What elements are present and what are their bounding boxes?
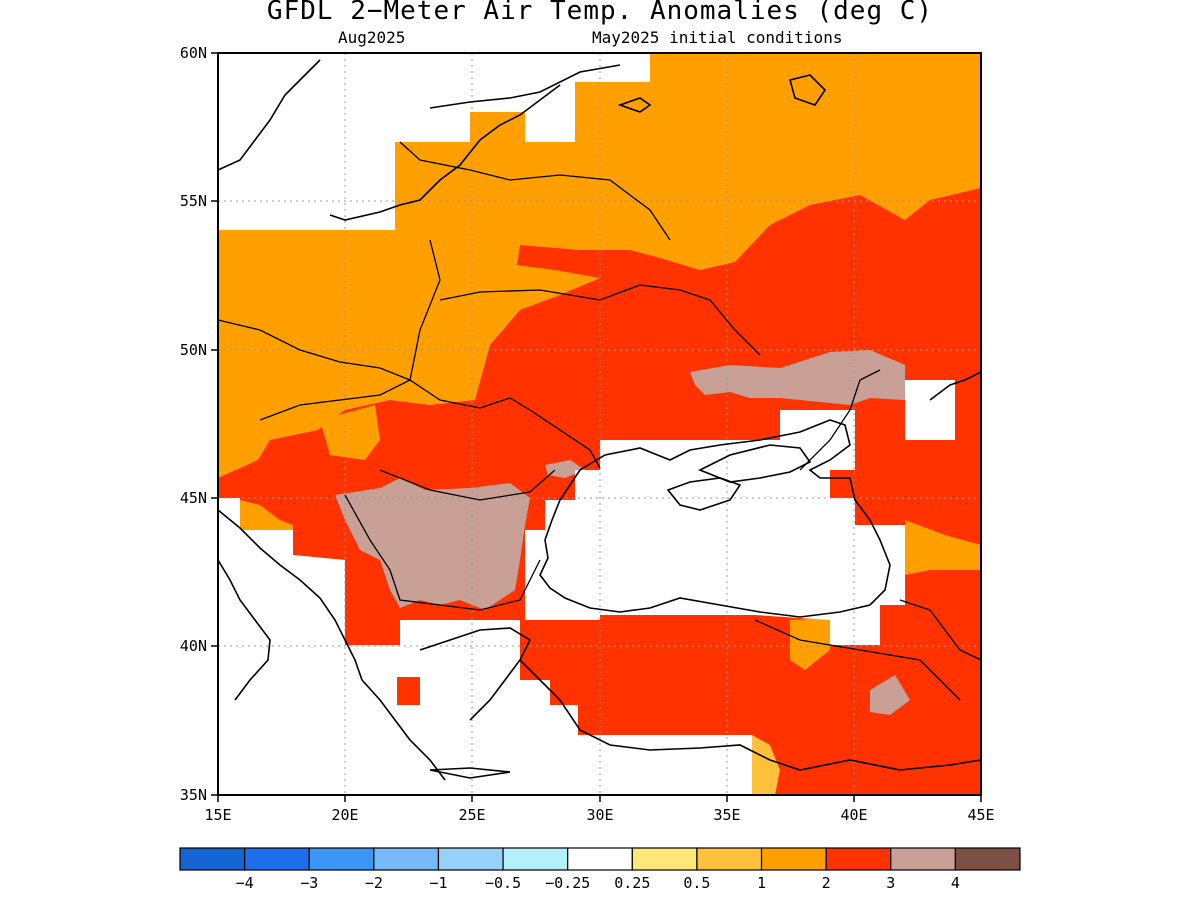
- lat-label: 35N: [180, 786, 207, 804]
- forecast-month: Aug2025: [338, 28, 406, 47]
- colorbar-label: −3: [300, 874, 318, 892]
- colorbar-labels: −4 −3 −2 −1 −0.5 −0.25 0.25 0.5 1 2 3 4: [236, 874, 960, 892]
- region-neutral-baltic: [218, 53, 650, 230]
- lat-label: 55N: [180, 192, 207, 210]
- ladoga: [617, 97, 652, 113]
- colorbar-label: −1: [429, 874, 447, 892]
- region-anomaly-0-5-1: [752, 735, 780, 795]
- black-sea-coast: [539, 419, 891, 618]
- colorbar-swatch: [825, 847, 892, 871]
- coastlines: [218, 59, 981, 781]
- caspian-coast: [929, 371, 981, 401]
- region-anomaly-2-3-greece: [397, 677, 420, 705]
- axis-ticks: [211, 52, 982, 802]
- lon-label: 40E: [840, 806, 867, 824]
- initial-conditions: May2025 initial conditions: [592, 28, 843, 47]
- adriatic-coast: [218, 509, 363, 681]
- lon-label: 20E: [331, 806, 358, 824]
- colorbar-swatch: [954, 847, 1021, 871]
- lat-labels: 60N 55N 50N 45N 40N 35N: [180, 44, 207, 804]
- anomaly-field: [218, 53, 981, 795]
- region-anomaly-3-4-balkans: [335, 478, 530, 610]
- colorbar-label: 2: [822, 874, 831, 892]
- lon-label: 45E: [967, 806, 994, 824]
- region-neutral-caspian: [905, 380, 955, 440]
- colorbar-label: −0.5: [485, 874, 521, 892]
- colorbar-swatch: [696, 847, 763, 871]
- colorbar-label: 1: [757, 874, 766, 892]
- colorbar-label: 3: [886, 874, 895, 892]
- gridlines: [218, 53, 981, 795]
- gulf-finland: [429, 64, 621, 109]
- colorbar-label: −4: [236, 874, 254, 892]
- lat-label: 40N: [180, 637, 207, 655]
- colorbar-swatch: [244, 847, 310, 871]
- map-title: GFDL 2−Meter Air Temp. Anomalies (deg C): [266, 0, 934, 26]
- lon-label: 30E: [586, 806, 613, 824]
- colorbar-swatch: [308, 847, 375, 871]
- colorbar-swatch: [890, 847, 956, 871]
- colorbar-swatch: [179, 847, 246, 871]
- colorbar-swatch: [631, 847, 698, 871]
- colorbar-label: 4: [951, 874, 960, 892]
- colorbar-label: 0.25: [614, 874, 650, 892]
- colorbar-label: −2: [365, 874, 383, 892]
- baltic-coast: [218, 59, 561, 221]
- region-anomaly-3-4-russia: [690, 350, 905, 405]
- colorbar-label: −0.25: [545, 874, 590, 892]
- lat-label: 50N: [180, 341, 207, 359]
- lon-label: 35E: [713, 806, 740, 824]
- crimea: [666, 477, 742, 511]
- lon-label: 25E: [458, 806, 485, 824]
- lat-label: 45N: [180, 489, 207, 507]
- colorbar: [179, 847, 1021, 871]
- region-anomaly-3-4-caucasus: [870, 675, 910, 715]
- aegean-coast: [361, 627, 532, 781]
- colorbar-swatch: [760, 847, 827, 871]
- lon-labels: 15E 20E 25E 30E 35E 40E 45E: [204, 806, 994, 824]
- region-anomaly-1-2-west: [320, 405, 380, 460]
- lat-label: 60N: [180, 44, 207, 62]
- italy-coast: [218, 559, 271, 701]
- region-neutral-adriatic: [218, 498, 752, 795]
- colorbar-swatch: [373, 847, 440, 871]
- onega-lake: [789, 74, 827, 106]
- colorbar-swatch: [437, 847, 504, 871]
- region-anomaly-1-2-east: [905, 520, 981, 575]
- azov-coast: [698, 444, 812, 483]
- country-borders: [218, 141, 981, 701]
- colorbar-swatch: [502, 847, 569, 871]
- colorbar-swatch: [567, 847, 633, 871]
- turkey-coast: [519, 659, 981, 771]
- region-neutral-north: [218, 53, 295, 142]
- region-neutral-blacksea: [525, 410, 905, 645]
- crete: [429, 767, 511, 779]
- lon-label: 15E: [204, 806, 231, 824]
- colorbar-label: 0.5: [683, 874, 710, 892]
- region-anomaly-1-2-south: [790, 618, 830, 670]
